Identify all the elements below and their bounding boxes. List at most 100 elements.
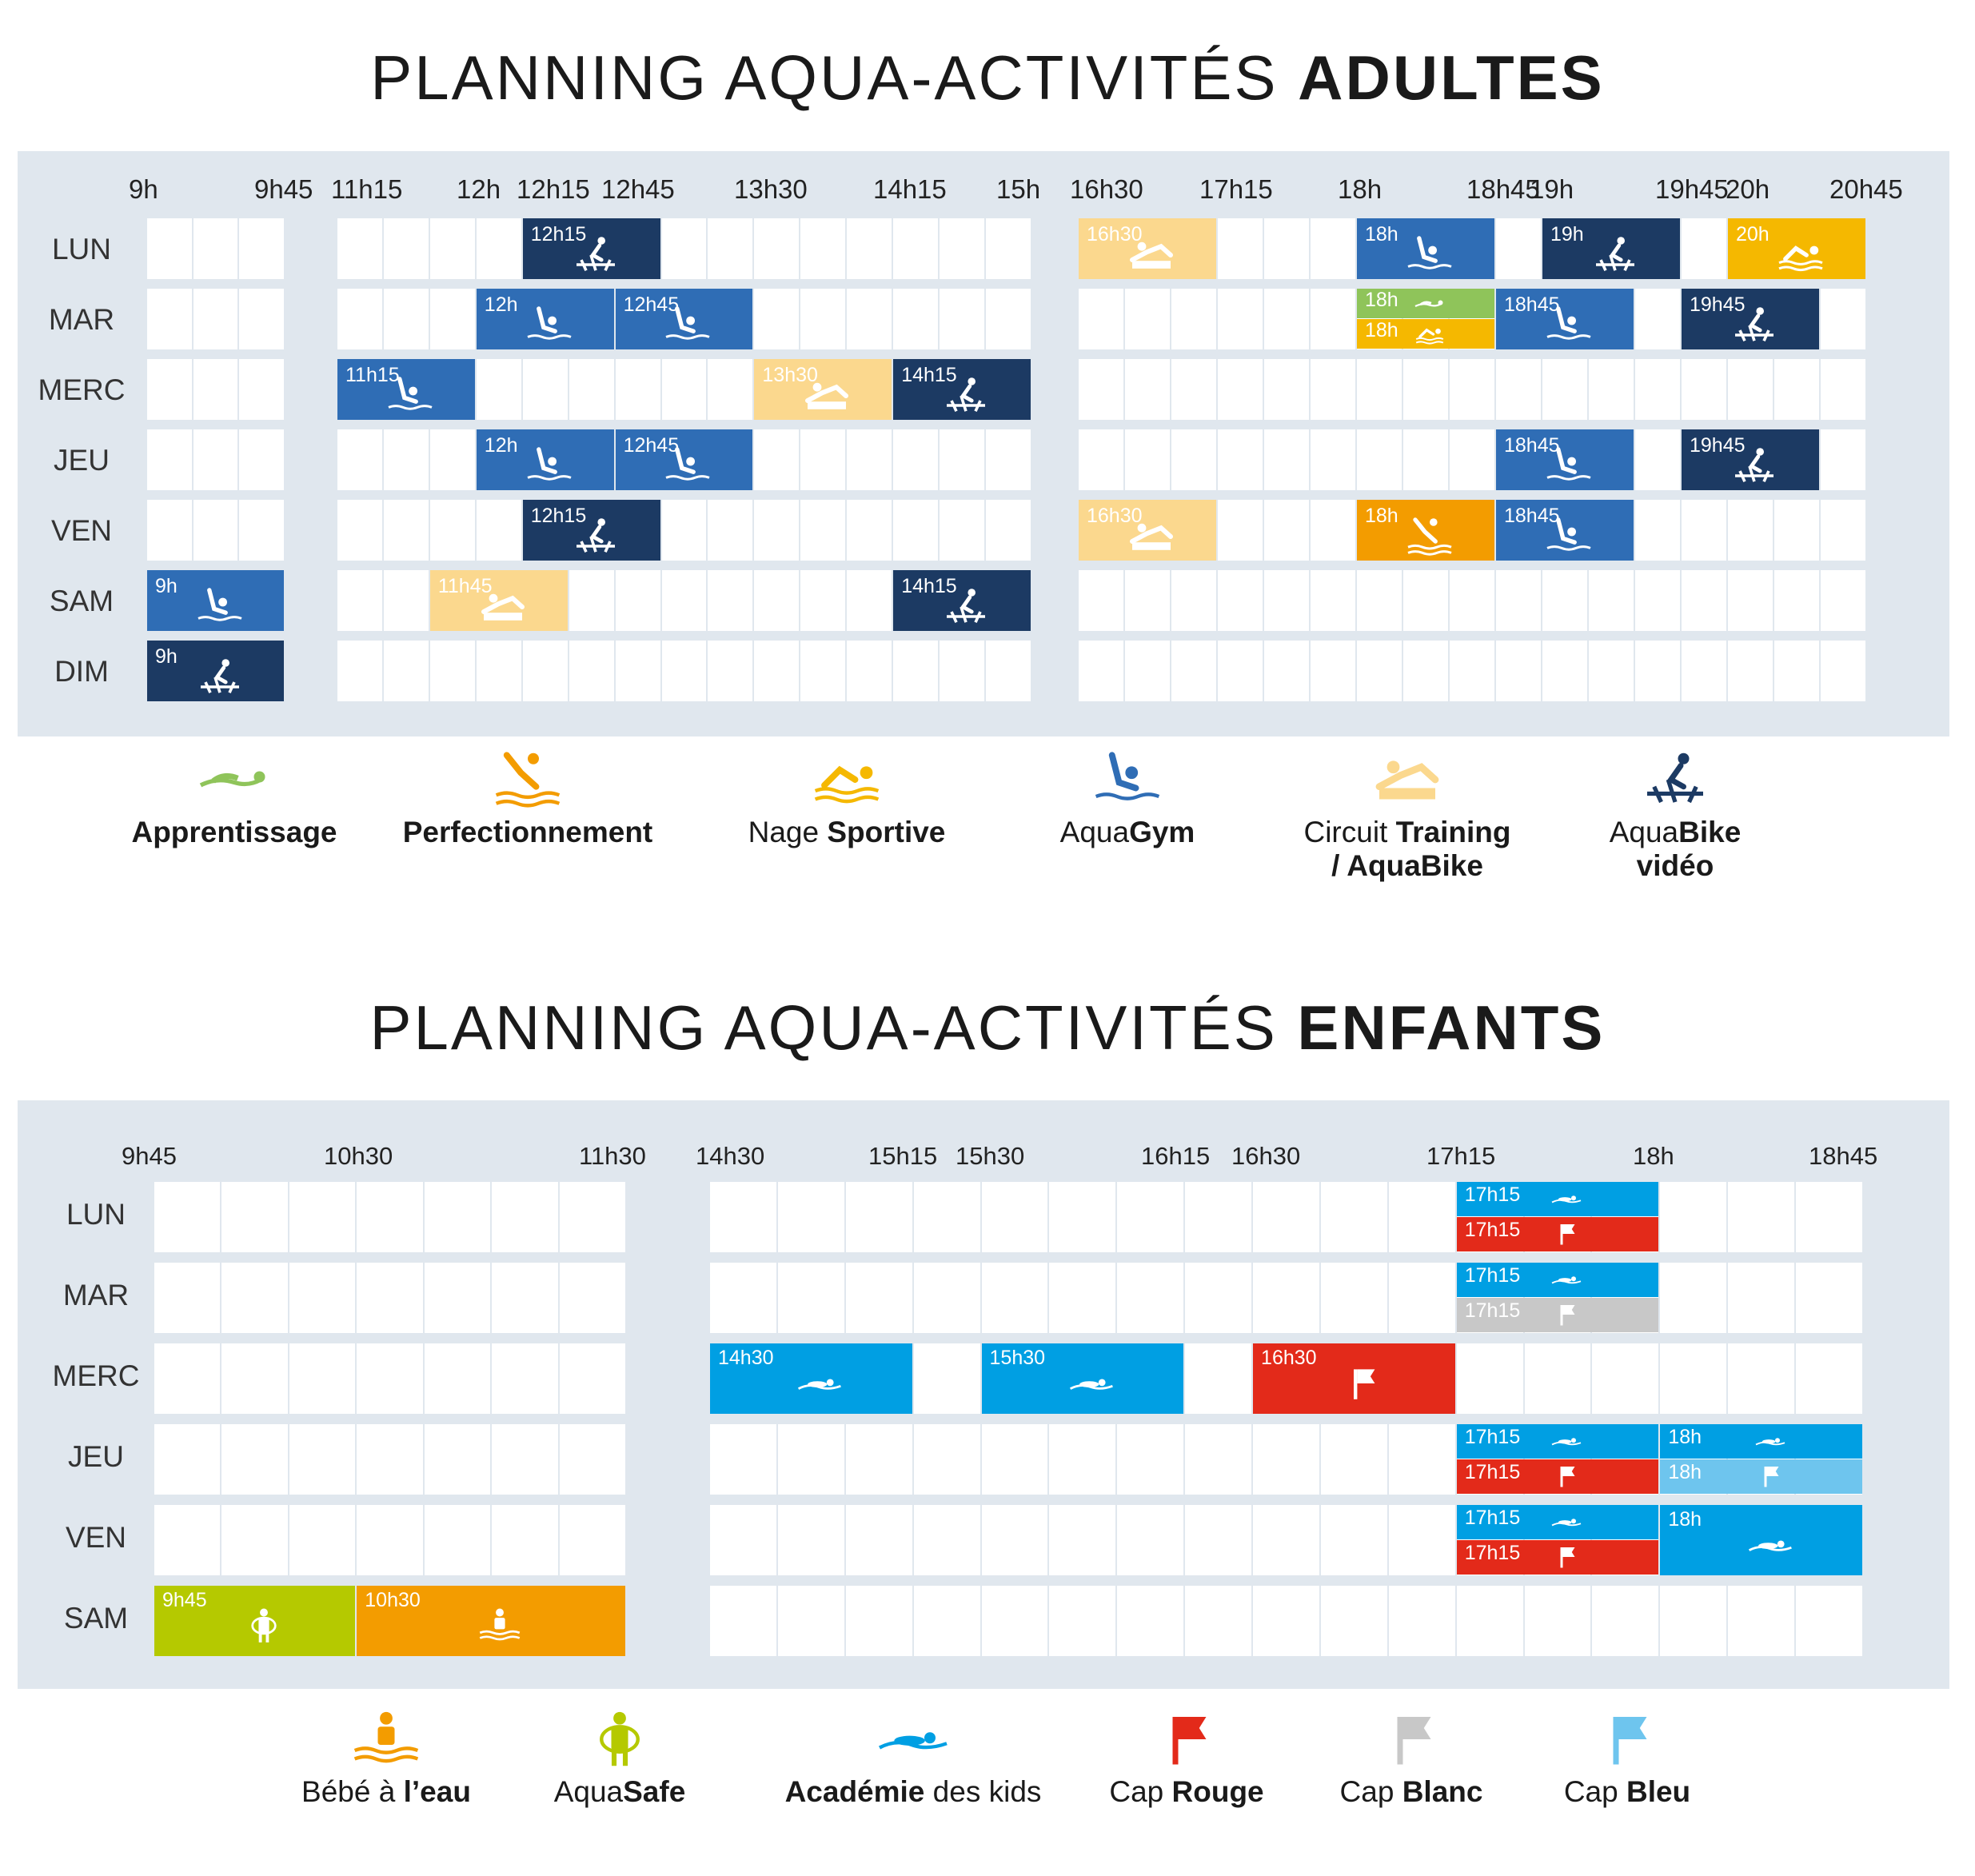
grid-cell xyxy=(239,429,284,490)
session-circuit[interactable]: 13h30 xyxy=(754,359,892,420)
session-bike[interactable]: 12h15 xyxy=(522,218,660,279)
grid-cell xyxy=(754,500,800,561)
session-red[interactable]: 16h30 xyxy=(1253,1343,1455,1414)
session-bike[interactable]: 19h xyxy=(1542,218,1680,279)
grid-cell xyxy=(754,641,800,701)
legend-label: Cap Blanc xyxy=(1251,1775,1571,1809)
grid-cell xyxy=(1264,570,1309,631)
session-bike[interactable]: 19h45 xyxy=(1682,429,1819,490)
grid-cell xyxy=(289,1343,356,1414)
legend-label: Perfectionnement xyxy=(368,816,688,849)
legend-label-light: Aqua xyxy=(553,1775,624,1808)
time-label: 13h30 xyxy=(734,174,808,204)
grid-cell xyxy=(1542,641,1587,701)
legend-label: Bébé à l’eau xyxy=(226,1775,546,1809)
session-blue[interactable]: 18h xyxy=(1660,1459,1862,1494)
session-time: 18h45 xyxy=(1504,293,1560,316)
grid-cell xyxy=(1796,1263,1862,1333)
grid-cell xyxy=(1635,289,1680,349)
circuit-training-icon xyxy=(805,382,849,409)
grid-cell xyxy=(1821,500,1865,561)
grid-cell xyxy=(800,218,846,279)
grid-cell xyxy=(1388,1586,1455,1656)
session-safe[interactable]: 9h45 xyxy=(154,1586,356,1656)
grid-cell xyxy=(1079,429,1123,490)
legend-label: Cap Rouge xyxy=(1027,1775,1347,1809)
session-time: 17h15 xyxy=(1464,1183,1521,1206)
grid-cell xyxy=(492,1343,558,1414)
session-academy[interactable]: 17h15 xyxy=(1456,1182,1659,1216)
grid-cell xyxy=(559,1182,625,1252)
session-gym[interactable]: 18h xyxy=(1357,218,1494,279)
grid-cell xyxy=(1403,641,1448,701)
legend-item: Cap Rouge xyxy=(1027,1711,1347,1809)
session-red[interactable]: 17h15 xyxy=(1456,1540,1659,1575)
grid-cell xyxy=(239,359,284,420)
session-academy[interactable]: 17h15 xyxy=(1456,1424,1659,1459)
session-circuit[interactable]: 16h30 xyxy=(1079,500,1216,561)
grid-cell xyxy=(1357,429,1402,490)
grid-cell xyxy=(383,289,429,349)
time-label: 20h45 xyxy=(1829,174,1903,204)
grid-cell xyxy=(1079,641,1123,701)
aquabike-icon xyxy=(947,377,986,412)
session-sport[interactable]: 20h xyxy=(1728,218,1865,279)
grid-cell xyxy=(1635,429,1680,490)
session-bike[interactable]: 19h45 xyxy=(1682,289,1819,349)
day-label: DIM xyxy=(54,655,109,688)
day-label: MERC xyxy=(38,373,126,406)
session-gym[interactable]: 11h15 xyxy=(337,359,475,420)
session-gym[interactable]: 9h xyxy=(147,570,284,631)
session-gym[interactable]: 12h45 xyxy=(615,429,753,490)
legend-label-light: Bébé à xyxy=(301,1775,404,1808)
session-red[interactable]: 17h15 xyxy=(1456,1217,1659,1251)
grid-cell xyxy=(1185,1586,1252,1656)
grid-cell xyxy=(476,641,521,701)
grid-cell xyxy=(154,1424,221,1495)
session-academy[interactable]: 17h15 xyxy=(1456,1505,1659,1539)
session-academy[interactable]: 18h xyxy=(1660,1424,1862,1459)
session-academy[interactable]: 18h xyxy=(1660,1505,1862,1575)
session-bike[interactable]: 14h15 xyxy=(893,570,1031,631)
grid-cell xyxy=(569,359,614,420)
session-time: 18h xyxy=(1668,1461,1702,1483)
grid-cell xyxy=(940,429,985,490)
session-time: 16h30 xyxy=(1261,1347,1317,1369)
session-gym[interactable]: 18h45 xyxy=(1496,429,1634,490)
session-gym[interactable]: 12h xyxy=(476,289,614,349)
session-gym[interactable]: 12h xyxy=(476,429,614,490)
session-circuit[interactable]: 11h45 xyxy=(429,570,568,631)
aquasafe-icon xyxy=(250,1608,277,1642)
session-academy[interactable]: 14h30 xyxy=(710,1343,912,1414)
session-bike[interactable]: 9h xyxy=(147,641,284,701)
grid-cell xyxy=(893,500,939,561)
session-gym[interactable]: 12h45 xyxy=(615,289,753,349)
session-academy[interactable]: 15h30 xyxy=(981,1343,1184,1414)
session-white[interactable]: 17h15 xyxy=(1456,1298,1659,1332)
session-learn[interactable]: 18h xyxy=(1357,289,1494,318)
session-sport[interactable]: 18h xyxy=(1357,319,1494,349)
session-academy[interactable]: 17h15 xyxy=(1456,1263,1659,1297)
aquagym-icon xyxy=(1546,306,1591,340)
session-time: 16h30 xyxy=(1087,223,1143,245)
session-time: 17h15 xyxy=(1464,1219,1521,1241)
session-baby[interactable]: 10h30 xyxy=(357,1586,625,1656)
aquabike-icon xyxy=(200,659,239,693)
aquagym-icon xyxy=(1546,447,1591,481)
grid-cell xyxy=(1682,359,1726,420)
session-red[interactable]: 17h15 xyxy=(1456,1459,1659,1494)
grid-cell xyxy=(1728,1586,1795,1656)
session-gym[interactable]: 18h45 xyxy=(1496,289,1634,349)
red-flag-icon xyxy=(1354,1369,1375,1399)
session-bike[interactable]: 14h15 xyxy=(893,359,1031,420)
grid-cell xyxy=(383,641,429,701)
grid-cell xyxy=(424,1182,491,1252)
grid-cell xyxy=(661,570,707,631)
grid-cell xyxy=(1728,500,1773,561)
legend-item: Nage Sportive xyxy=(687,752,1007,849)
session-perf[interactable]: 18h xyxy=(1357,500,1494,561)
grid-cell xyxy=(383,218,429,279)
session-bike[interactable]: 12h15 xyxy=(522,500,660,561)
session-gym[interactable]: 18h45 xyxy=(1496,500,1634,561)
session-circuit[interactable]: 16h30 xyxy=(1079,218,1216,279)
